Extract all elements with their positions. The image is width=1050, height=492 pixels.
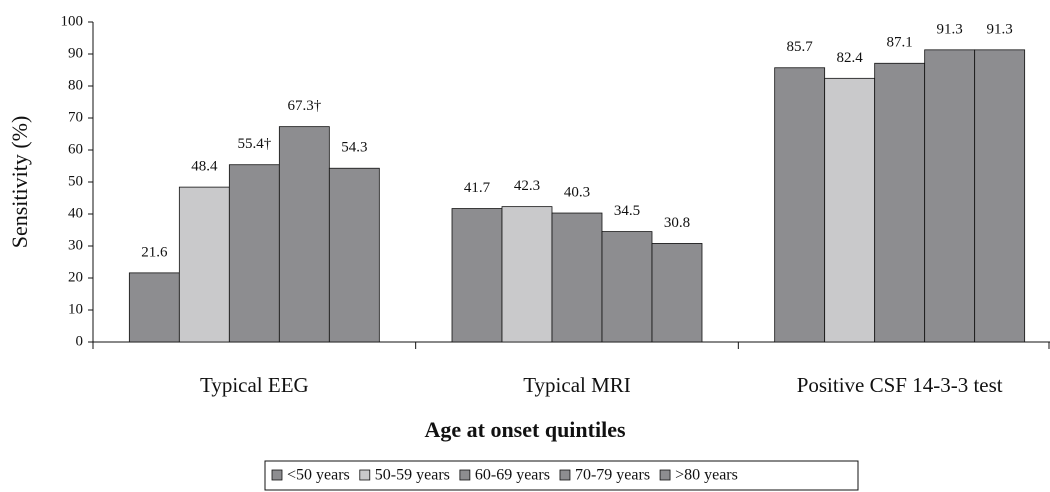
y-tick-label: 60: [68, 141, 83, 157]
value-label: 85.7: [787, 39, 814, 55]
y-tick-label: 50: [68, 173, 83, 189]
value-label: 41.7: [464, 180, 491, 196]
bar: [451, 208, 503, 343]
legend-label: 50-59 years: [375, 467, 450, 484]
bar: [128, 272, 180, 343]
legend-swatch: [459, 469, 471, 481]
y-tick-label: 40: [68, 205, 83, 221]
bar: [601, 231, 653, 343]
bar: [551, 212, 603, 343]
legend-swatch: [659, 469, 671, 481]
bar: [328, 167, 380, 343]
value-label: 40.3: [564, 184, 590, 200]
bar: [874, 62, 926, 343]
value-label: 34.5: [614, 203, 640, 219]
bar: [924, 49, 976, 343]
y-axis-title: Sensitivity (%): [7, 116, 32, 249]
bar: [974, 49, 1026, 343]
bar: [228, 164, 280, 343]
value-label: 54.3: [341, 140, 367, 156]
legend-label: 60-69 years: [475, 467, 550, 484]
value-label: 30.8: [664, 215, 690, 231]
value-label: 91.3: [937, 21, 963, 37]
x-tick-label: Positive CSF 14-3-3 test: [797, 373, 1003, 397]
x-tick-label: Typical MRI: [523, 373, 631, 397]
legend-label: 70-79 years: [575, 467, 650, 484]
x-tick-label: Typical EEG: [200, 373, 309, 397]
x-axis-title: Age at onset quintiles: [424, 417, 626, 442]
y-tick-label: 10: [68, 301, 83, 317]
value-label: 67.3†: [287, 98, 321, 114]
y-tick-label: 20: [68, 269, 83, 285]
bar: [278, 126, 330, 343]
value-label: 48.4: [191, 159, 218, 175]
legend-label: >80 years: [675, 467, 738, 484]
bar: [824, 77, 876, 343]
y-tick-label: 70: [68, 109, 83, 125]
y-tick-label: 30: [68, 237, 83, 253]
value-label: 42.3: [514, 178, 540, 194]
value-label: 87.1: [887, 35, 913, 51]
value-label: 91.3: [987, 21, 1013, 37]
y-tick-label: 90: [68, 45, 83, 61]
legend-swatch: [559, 469, 571, 481]
legend-label: <50 years: [287, 467, 350, 484]
y-tick-label: 0: [76, 333, 84, 349]
legend-swatch: [359, 469, 371, 481]
bar: [501, 206, 553, 343]
value-label: 21.6: [141, 244, 168, 260]
y-tick-label: 80: [68, 77, 83, 93]
bar: [178, 186, 230, 343]
bar: [774, 67, 826, 343]
value-label: 55.4†: [237, 136, 271, 152]
legend-swatch: [271, 469, 283, 481]
bar: [651, 243, 703, 343]
value-label: 82.4: [837, 50, 864, 66]
y-tick-label: 100: [61, 13, 84, 29]
